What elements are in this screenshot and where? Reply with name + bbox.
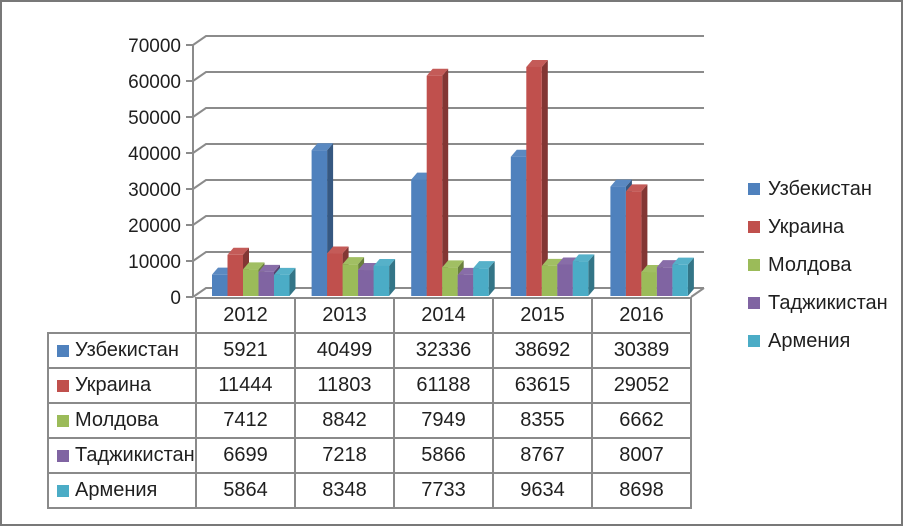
table-value-cell: 63615 (492, 367, 593, 404)
table-value-cell: 30389 (591, 332, 692, 369)
series-key-swatch (57, 380, 69, 392)
table-value-cell: 5921 (195, 332, 296, 369)
table-value-cell: 8007 (591, 437, 692, 474)
table-value-cell: 6662 (591, 402, 692, 439)
table-value-cell: 7949 (393, 402, 494, 439)
table-value-cell: 9634 (492, 472, 593, 509)
table-value-cell: 40499 (294, 332, 395, 369)
y-axis-tick-label: 40000 (128, 144, 181, 165)
table-value-cell: 6699 (195, 437, 296, 474)
table-value-cell: 8698 (591, 472, 692, 509)
legend-color-swatch (748, 297, 760, 309)
table-value-cell: 61188 (393, 367, 494, 404)
table-value-cell: 8767 (492, 437, 593, 474)
bar-Украина-2014 (426, 68, 449, 296)
legend-label: Таджикистан (768, 291, 888, 314)
table-row: Армения 5864 8348 7733 9634 8698 (47, 472, 692, 509)
table-year-header: 2012 (195, 297, 296, 334)
table-year-header: 2016 (591, 297, 692, 334)
series-name: Молдова (75, 409, 159, 431)
series-name: Узбекистан (75, 339, 179, 361)
table-row-label: Армения (47, 472, 197, 509)
y-axis-tick-label: 70000 (128, 36, 181, 57)
table-row-label: Украина (47, 367, 197, 404)
gridline (192, 107, 704, 118)
chart-legend: Узбекистан Украина Молдова Таджикистан Армен… (748, 177, 888, 367)
series-key-swatch (57, 450, 69, 462)
series-key-swatch (57, 415, 69, 427)
gridline (192, 143, 704, 154)
y-axis-tick-label: 50000 (128, 108, 181, 129)
legend-label: Армения (768, 329, 851, 352)
legend-item: Таджикистан (748, 291, 888, 315)
table-value-cell: 11444 (195, 367, 296, 404)
series-name: Армения (75, 479, 158, 501)
bar-Армения-2012 (274, 267, 296, 296)
floor-right-edge (690, 287, 705, 298)
bar-Молдова-2014 (442, 260, 464, 296)
y-axis-tick-label: 20000 (128, 216, 181, 237)
table-row-label: Таджикистан (47, 437, 197, 474)
y-axis-tick-label: 0 (170, 288, 181, 309)
legend-color-swatch (748, 335, 760, 347)
gridline (192, 71, 704, 82)
table-value-cell: 38692 (492, 332, 593, 369)
table-corner-cell (48, 298, 196, 333)
table-row: Таджикистан 6699 7218 5866 8767 8007 (47, 437, 692, 474)
legend-item: Узбекистан (748, 177, 888, 201)
series-key-swatch (57, 345, 69, 357)
table-row: Украина 11444 11803 61188 63615 29052 (47, 367, 692, 404)
legend-label: Узбекистан (768, 177, 872, 200)
chart-data-table: 2012 2013 2014 2015 2016 Узбекистан 5921 40499 3… (47, 297, 692, 509)
bar-Украина-2015 (526, 59, 548, 297)
legend-color-swatch (748, 259, 760, 271)
table-year-header: 2014 (393, 297, 494, 334)
table-value-cell: 11803 (294, 367, 395, 404)
table-row: Молдова 7412 8842 7949 8355 6662 (47, 402, 692, 439)
series-key-swatch (57, 485, 69, 497)
y-axis-tick-label: 10000 (128, 252, 181, 273)
table-value-cell: 5864 (195, 472, 296, 509)
legend-label: Молдова (768, 253, 852, 276)
table-year-header: 2013 (294, 297, 395, 334)
table-year-header: 2015 (492, 297, 593, 334)
table-value-cell: 8348 (294, 472, 395, 509)
gridline (192, 35, 704, 46)
table-value-cell: 8842 (294, 402, 395, 439)
legend-item: Украина (748, 215, 888, 239)
y-axis-tick-label: 60000 (128, 72, 181, 93)
table-value-cell: 8355 (492, 402, 593, 439)
bar-Армения-2014 (473, 261, 495, 296)
table-value-cell: 7218 (294, 437, 395, 474)
table-value-cell: 5866 (393, 437, 494, 474)
legend-label: Украина (768, 215, 845, 238)
series-name: Таджикистан (75, 444, 195, 466)
table-value-cell: 7733 (393, 472, 494, 509)
legend-item: Армения (748, 329, 888, 353)
table-row-label: Узбекистан (47, 332, 197, 369)
data-table: 2012 2013 2014 2015 2016 Узбекистан 5921 40499 3… (47, 297, 692, 509)
legend-color-swatch (748, 183, 760, 195)
table-value-cell: 7412 (195, 402, 296, 439)
table-value-cell: 29052 (591, 367, 692, 404)
bar-Армения-2015 (572, 254, 595, 296)
table-row-label: Молдова (47, 402, 197, 439)
bar-Армения-2013 (373, 258, 396, 296)
y-axis-tick-label: 30000 (128, 180, 181, 201)
table-value-cell: 32336 (393, 332, 494, 369)
legend-item: Молдова (748, 253, 888, 277)
series-name: Украина (75, 374, 152, 396)
table-row: Узбекистан 5921 40499 32336 38692 30389 (47, 332, 692, 369)
legend-color-swatch (748, 221, 760, 233)
bar-Армения-2016 (672, 257, 694, 296)
